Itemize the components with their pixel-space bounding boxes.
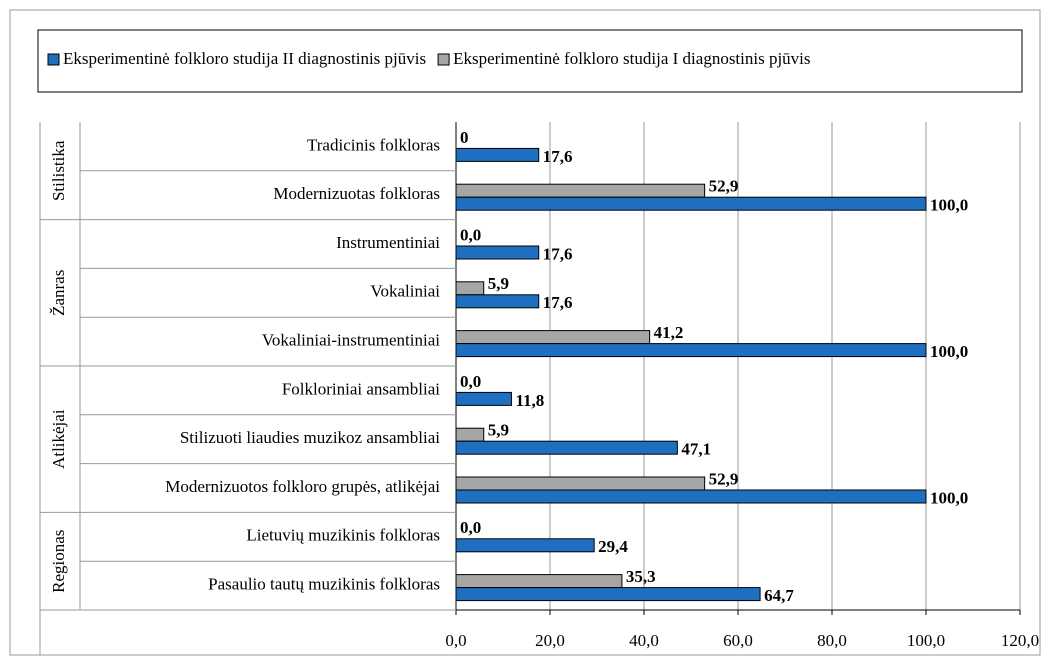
category-label: Folkloriniai ansambliai (282, 379, 440, 398)
value-label: 29,4 (598, 537, 628, 556)
category-label: Instrumentiniai (336, 233, 440, 252)
value-label: 5,9 (488, 421, 509, 440)
bar (455, 489, 927, 504)
bar (455, 281, 485, 296)
legend-swatch (47, 53, 60, 66)
value-label: 100,0 (930, 196, 968, 215)
value-label: 64,7 (764, 586, 794, 605)
group-label: Regionas (49, 530, 68, 593)
x-tick-label: 0,0 (445, 631, 466, 650)
category-label: Modernizuotos folkloro grupės, atlikėjai (165, 477, 440, 496)
x-tick-label: 80,0 (817, 631, 847, 650)
value-label: 100,0 (930, 488, 968, 507)
x-tick-label: 100,0 (907, 631, 945, 650)
bar (455, 538, 595, 553)
value-label: 11,8 (515, 391, 544, 410)
value-label: 52,9 (709, 469, 739, 488)
legend-label: Eksperimentinė folkloro studija I diagno… (453, 49, 810, 68)
value-label: 100,0 (930, 342, 968, 361)
bar (455, 440, 678, 455)
category-label: Vokaliniai-instrumentiniai (262, 331, 440, 350)
value-label: 17,6 (543, 293, 573, 312)
value-label: 47,1 (681, 440, 711, 459)
value-label: 0,0 (460, 372, 481, 391)
value-label: 0 (460, 128, 469, 147)
bar (455, 574, 623, 589)
bar (455, 196, 927, 211)
group-label: Atlikėjai (49, 409, 68, 469)
bar (455, 587, 761, 602)
bar (455, 183, 706, 198)
bar (455, 147, 540, 162)
category-label: Tradicinis folkloras (307, 135, 440, 154)
value-label: 35,3 (626, 567, 656, 586)
value-label: 5,9 (488, 274, 509, 293)
category-label: Stilizuoti liaudies muzikoz ansambliai (180, 428, 440, 447)
bar (455, 330, 651, 345)
group-label: Žanras (49, 270, 68, 316)
x-tick-label: 40,0 (629, 631, 659, 650)
value-label: 41,2 (654, 323, 684, 342)
bar (455, 391, 512, 406)
x-tick-label: 20,0 (535, 631, 565, 650)
category-label: Modernizuotas folkloras (273, 184, 440, 203)
group-label: Stilistika (49, 140, 68, 201)
chart-border (9, 9, 1041, 656)
bar (455, 476, 706, 491)
value-label: 0,0 (460, 225, 481, 244)
legend-swatch (437, 53, 450, 66)
value-label: 52,9 (709, 177, 739, 196)
category-label: Pasaulio tautų muzikinis folkloras (208, 575, 440, 594)
bar (455, 343, 927, 358)
value-label: 17,6 (543, 244, 573, 263)
x-tick-label: 60,0 (723, 631, 753, 650)
category-label: Lietuvių muzikinis folkloras (246, 526, 440, 545)
bar (455, 427, 485, 442)
legend-box (37, 29, 1023, 93)
legend-label: Eksperimentinė folkloro studija II diagn… (63, 49, 426, 68)
bar (455, 294, 540, 309)
value-label: 0,0 (460, 518, 481, 537)
x-tick-label: 120,0 (1001, 631, 1039, 650)
bar (455, 245, 540, 260)
value-label: 17,6 (543, 147, 573, 166)
category-label: Vokaliniai (370, 282, 440, 301)
